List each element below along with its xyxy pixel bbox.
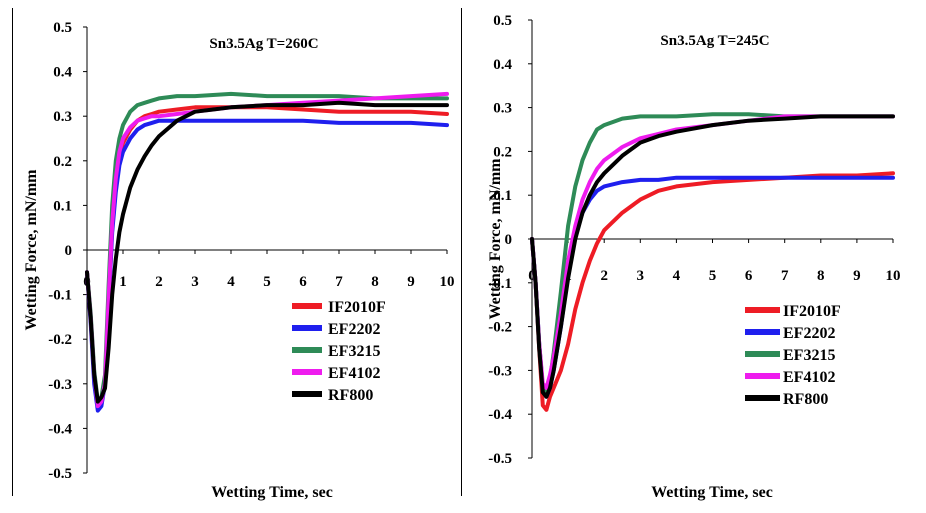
x-tick-label: 9 — [407, 274, 415, 290]
legend-label: IF2010F — [783, 303, 841, 320]
x-tick-label: 8 — [371, 274, 379, 290]
legend: IF2010F EF2202 EF3215 EF4102 RF800 — [745, 303, 841, 408]
chart-panel-1: 0.50.40.30.20.10-0.1-0.2-0.3-0.4-0.50 1 2 3… — [23, 20, 455, 501]
y-tick-label: 0.5 — [493, 13, 512, 29]
x-tick-label: 10 — [440, 274, 455, 290]
series-line-rf800 — [530, 114, 895, 399]
y-tick-label: 0.4 — [493, 57, 512, 73]
y-tick-label: -0.1 — [488, 276, 512, 292]
y-tick-label: 0.1 — [53, 198, 72, 214]
series-line-if2010f — [85, 105, 449, 409]
y-tick-label: 0.5 — [53, 20, 72, 36]
series-line-ef4102 — [85, 91, 449, 409]
x-tick-label: 6 — [745, 268, 753, 284]
legend-label: RF800 — [328, 387, 373, 404]
legend-label: EF4102 — [328, 365, 380, 382]
x-tick-label: 2 — [155, 274, 163, 290]
x-tick-label: 5 — [709, 268, 717, 284]
y-tick-label: 0.4 — [53, 65, 72, 81]
y-tick-label: -0.3 — [48, 377, 72, 393]
series-line-ef2202 — [85, 118, 449, 413]
x-tick-label: 7 — [781, 268, 789, 284]
legend-label: EF3215 — [783, 347, 835, 364]
y-tick-label: -0.2 — [488, 320, 512, 336]
chart-panel-2: 0.50.40.30.20.10-0.1-0.2-0.3-0.4-0.50 1 2 3… — [487, 13, 901, 501]
legend-label: RF800 — [783, 391, 828, 408]
x-tick-label: 3 — [637, 268, 645, 284]
series-line-rf800 — [85, 100, 449, 404]
chart-title: Sn3.5Ag T=245C — [660, 33, 769, 49]
y-tick-label: 0.2 — [53, 154, 72, 170]
series-line-ef2202 — [530, 175, 895, 399]
x-axis-title: Wetting Time, sec — [211, 484, 333, 501]
y-tick-label: -0.3 — [488, 363, 512, 379]
y-tick-label: -0.4 — [48, 421, 72, 437]
x-axis-title: Wetting Time, sec — [651, 484, 773, 501]
y-tick-label: -0.4 — [488, 407, 512, 423]
series-line-ef4102 — [530, 114, 895, 390]
panel-divider — [461, 8, 462, 496]
x-tick-label: 9 — [853, 268, 861, 284]
x-tick-label: 2 — [600, 268, 608, 284]
x-tick-label: 8 — [817, 268, 825, 284]
x-tick-label: 4 — [673, 268, 681, 284]
y-tick-label: 0.1 — [493, 188, 512, 204]
legend-label: EF4102 — [783, 369, 835, 386]
y-tick-label: -0.5 — [48, 466, 72, 482]
x-tick-label: 1 — [119, 274, 127, 290]
y-tick-label: 0.2 — [493, 144, 512, 160]
y-axis-title: Wetting Force, mN/mm — [487, 158, 504, 320]
x-tick-label: 10 — [886, 268, 901, 284]
series-line-ef3215 — [85, 91, 449, 404]
x-tick-label: 4 — [227, 274, 235, 290]
y-tick-label: 0 — [65, 243, 73, 259]
y-tick-label: 0.3 — [53, 109, 72, 125]
legend-label: EF3215 — [328, 343, 380, 360]
chart-title: Sn3.5Ag T=260C — [209, 36, 318, 52]
legend-label: EF2202 — [783, 325, 835, 342]
legend-label: EF2202 — [328, 321, 380, 338]
x-tick-label: 0 — [528, 268, 536, 284]
y-tick-label: -0.2 — [48, 332, 72, 348]
y-tick-label: -0.1 — [48, 288, 72, 304]
x-tick-label: 5 — [263, 274, 271, 290]
series-line-ef3215 — [530, 112, 895, 395]
y-axis-title: Wetting Force, mN/mm — [23, 169, 40, 331]
y-tick-label: -0.5 — [488, 451, 512, 467]
x-tick-label: 3 — [191, 274, 199, 290]
x-tick-label: 7 — [335, 274, 343, 290]
x-tick-label: 6 — [299, 274, 307, 290]
y-tick-label: 0 — [505, 232, 513, 248]
legend-label: IF2010F — [328, 299, 386, 316]
legend: IF2010F EF2202 EF3215 EF4102 RF800 — [292, 299, 386, 404]
figure-border-left — [12, 8, 13, 496]
y-tick-label: 0.3 — [493, 101, 512, 117]
